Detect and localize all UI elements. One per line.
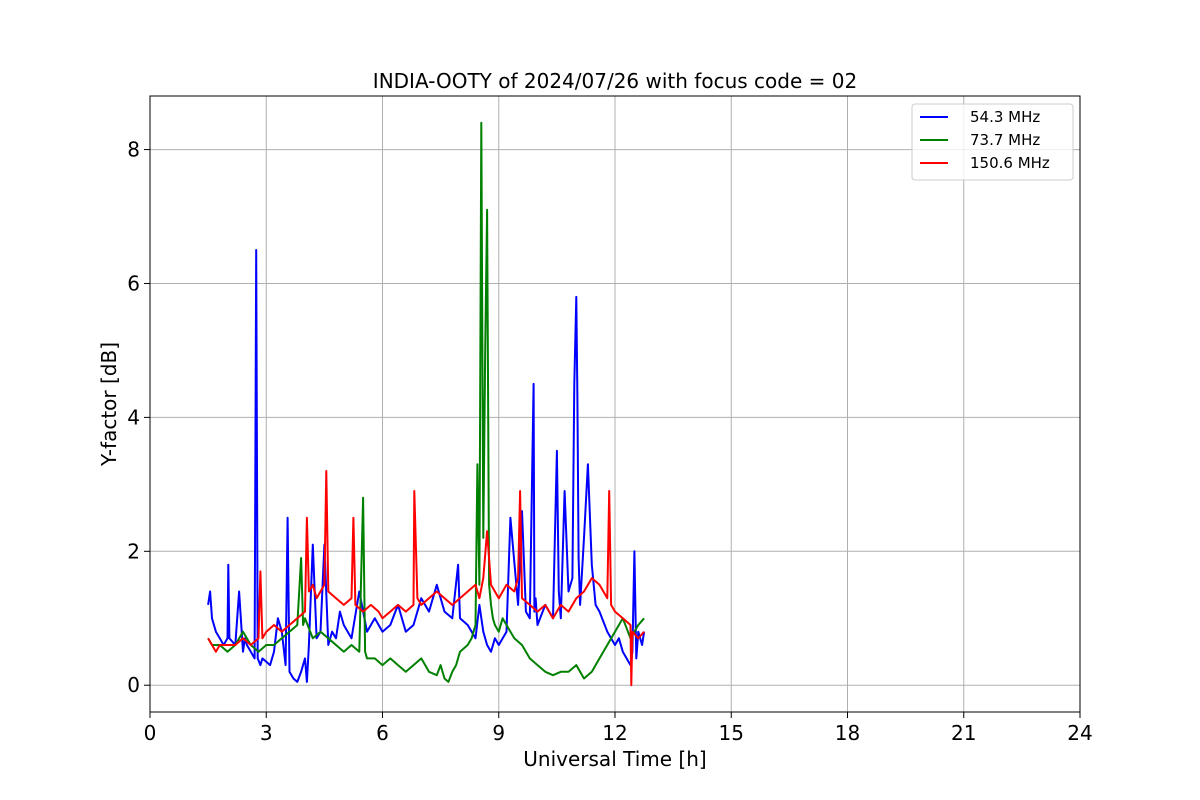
x-tick-label: 6: [376, 721, 389, 745]
x-tick-label: 0: [144, 721, 157, 745]
series-layer: [207, 121, 646, 687]
x-tick-label: 15: [719, 721, 744, 745]
series-line-2: [207, 470, 645, 687]
y-tick-label: 2: [127, 539, 140, 563]
x-tick-label: 3: [260, 721, 273, 745]
legend-label: 54.3 MHz: [970, 108, 1040, 126]
y-tick-label: 8: [127, 138, 140, 162]
y-tick-label: 4: [127, 405, 140, 429]
x-tick-label: 18: [835, 721, 860, 745]
legend: 54.3 MHz 73.7 MHz 150.6 MHz: [911, 103, 1074, 181]
x-axis-label: Universal Time [h]: [523, 747, 706, 771]
chart-title: INDIA-OOTY of 2024/07/26 with focus code…: [373, 69, 857, 93]
legend-label: 150.6 MHz: [970, 154, 1050, 172]
series-line-1: [207, 121, 645, 683]
legend-box: [911, 103, 1074, 181]
x-tick-label: 21: [951, 721, 976, 745]
x-tick-label: 12: [602, 721, 627, 745]
y-axis-label: Y-factor [dB]: [97, 342, 121, 467]
legend-label: 73.7 MHz: [970, 131, 1040, 149]
x-tick-label: 24: [1067, 721, 1092, 745]
x-tick-label: 9: [492, 721, 505, 745]
y-tick-label: 6: [127, 271, 140, 295]
y-tick-label: 0: [127, 673, 140, 697]
series-line-0: [207, 249, 646, 683]
grid-layer: [150, 96, 1080, 712]
